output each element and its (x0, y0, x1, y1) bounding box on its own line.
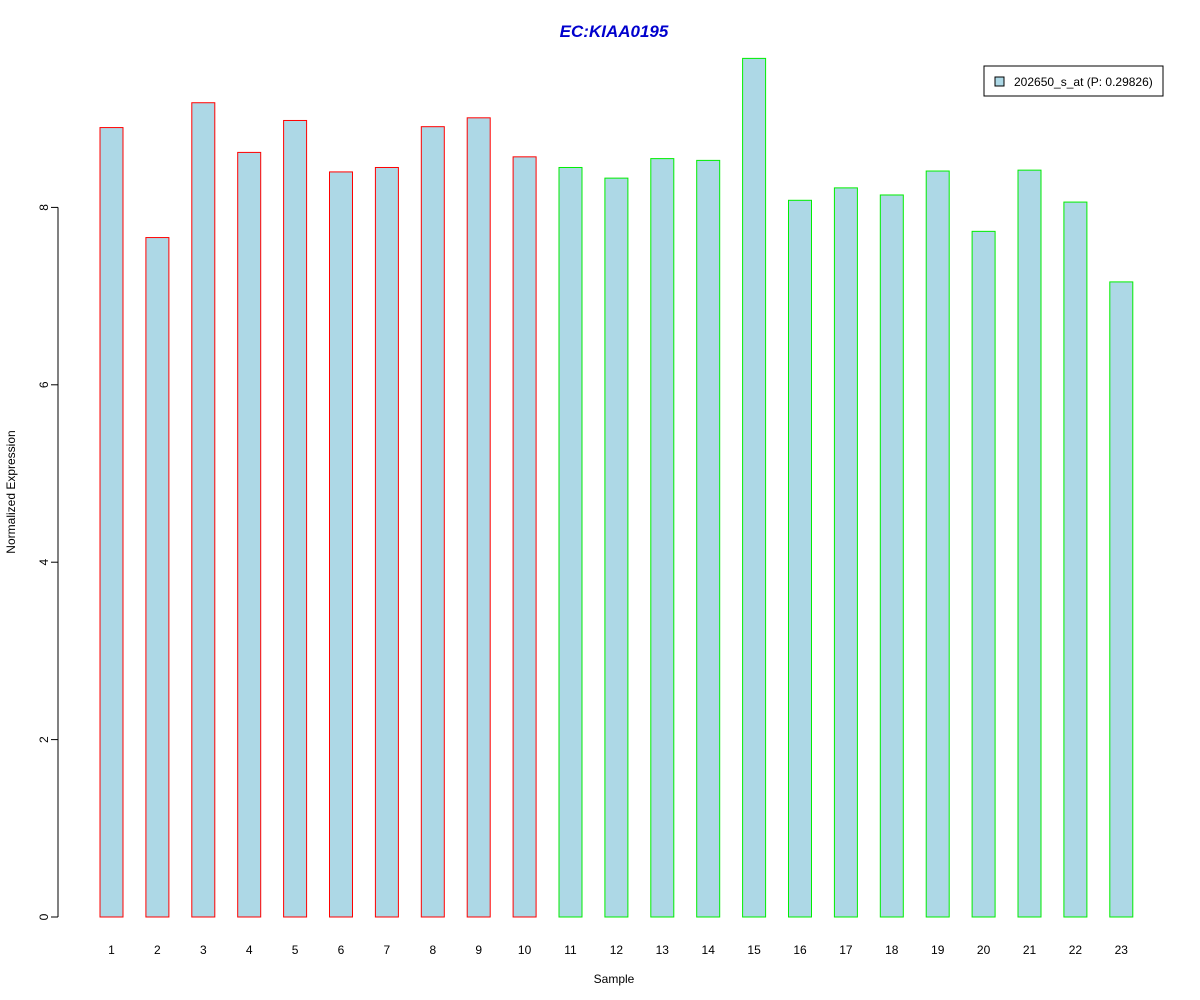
x-tick-label: 9 (475, 943, 482, 957)
x-tick-label: 23 (1115, 943, 1129, 957)
x-tick-label: 22 (1069, 943, 1083, 957)
y-tick-label: 0 (37, 913, 51, 920)
x-tick-label: 10 (518, 943, 532, 957)
y-axis: 0 2 4 6 8 (37, 204, 59, 920)
x-axis-label: Sample (594, 972, 635, 986)
x-tick-label: 21 (1023, 943, 1037, 957)
y-tick-label: 8 (37, 204, 51, 211)
x-tick-label: 7 (384, 943, 391, 957)
x-tick-label: 2 (154, 943, 161, 957)
legend-box (983, 65, 1164, 97)
bar-sample-22 (1063, 201, 1088, 918)
chart-title: EC:KIAA0195 (560, 22, 669, 41)
bar-sample-17 (833, 187, 858, 918)
x-tick-label: 12 (610, 943, 624, 957)
bar-sample-2 (145, 237, 170, 918)
bar-sample-5 (283, 119, 308, 918)
x-tick-labels: 1 2 3 4 5 6 7 8 9 10 11 12 13 14 15 16 17 18 19 20 21 22 23 (108, 943, 1128, 957)
x-tick-label: 17 (839, 943, 853, 957)
bar-sample-13 (650, 158, 675, 918)
bar-sample-3 (191, 102, 216, 918)
y-tick-label: 2 (37, 736, 51, 743)
bar-sample-8 (420, 126, 445, 918)
bar-sample-7 (374, 166, 399, 918)
x-tick-label: 11 (564, 943, 577, 957)
legend-entry: 202650_s_at (P: 0.29826) (1014, 75, 1153, 89)
x-tick-label: 14 (702, 943, 716, 957)
bar-sample-21 (1017, 169, 1042, 918)
x-tick-label: 16 (793, 943, 807, 957)
bar-sample-1 (99, 127, 124, 918)
bar-sample-16 (788, 199, 812, 918)
x-tick-label: 8 (429, 943, 436, 957)
x-tick-label: 15 (747, 943, 761, 957)
x-tick-label: 20 (977, 943, 991, 957)
bar-sample-10 (512, 156, 537, 918)
x-tick-label: 3 (200, 943, 207, 957)
bars-group (99, 57, 1134, 918)
y-tick-label: 6 (37, 381, 51, 388)
legend-swatch (994, 76, 1005, 87)
bar-sample-6 (329, 171, 353, 918)
bar-sample-18 (879, 194, 904, 918)
legend: 202650_s_at (P: 0.29826) (983, 65, 1164, 97)
y-tick-label: 4 (37, 559, 51, 566)
x-tick-label: 19 (931, 943, 945, 957)
bar-sample-20 (971, 230, 996, 918)
bar-sample-19 (925, 170, 950, 918)
bar-sample-4 (237, 151, 262, 918)
x-tick-label: 4 (246, 943, 253, 957)
x-tick-label: 18 (885, 943, 899, 957)
x-tick-label: 1 (108, 943, 115, 957)
x-tick-label: 6 (338, 943, 345, 957)
bar-sample-23 (1109, 281, 1134, 918)
bar-sample-14 (696, 159, 721, 918)
bar-sample-9 (466, 117, 491, 918)
x-tick-label: 13 (656, 943, 670, 957)
bar-sample-15 (742, 57, 767, 918)
x-tick-label: 5 (292, 943, 299, 957)
bar-sample-12 (604, 177, 629, 918)
bar-sample-11 (558, 166, 583, 918)
y-axis-label: Normalized Expression (4, 430, 18, 553)
